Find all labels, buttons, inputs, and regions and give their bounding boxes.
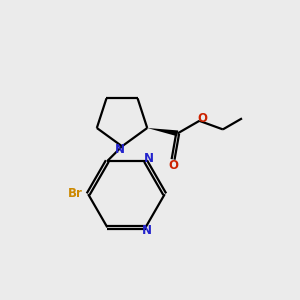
Text: N: N [115,143,125,156]
Text: N: N [143,152,154,165]
Text: N: N [142,224,152,237]
Text: O: O [197,112,207,125]
Polygon shape [147,128,178,136]
Text: O: O [168,159,178,172]
Text: Br: Br [68,187,83,200]
